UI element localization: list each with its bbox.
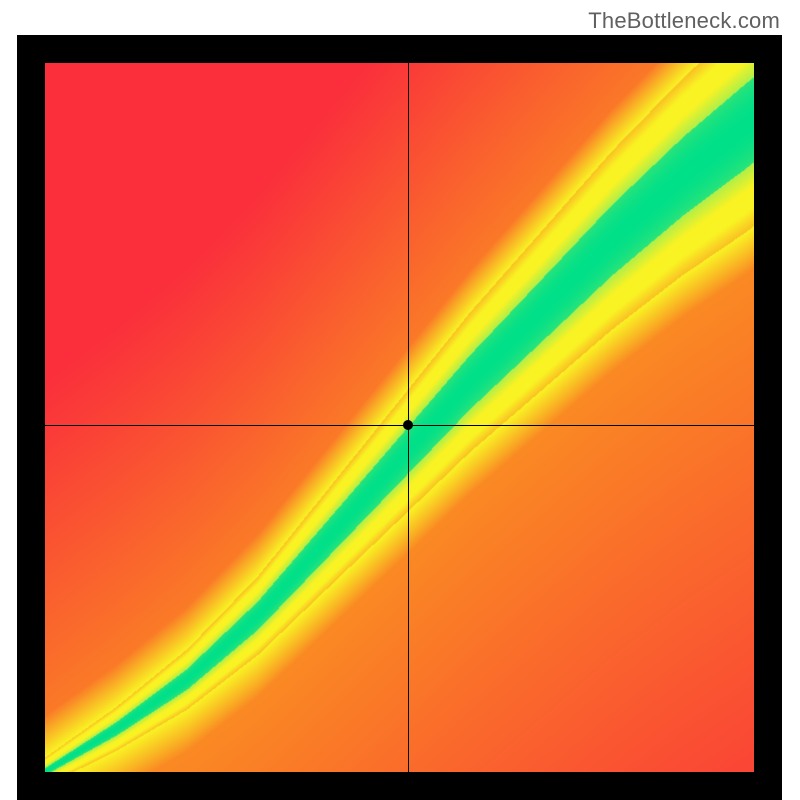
heatmap-canvas [45,63,754,772]
marker-dot [403,420,413,430]
crosshair-horizontal [45,425,754,426]
heatmap-plot [45,63,754,772]
chart-frame [17,35,782,800]
watermark-text: TheBottleneck.com [588,8,780,34]
crosshair-vertical [408,63,409,772]
